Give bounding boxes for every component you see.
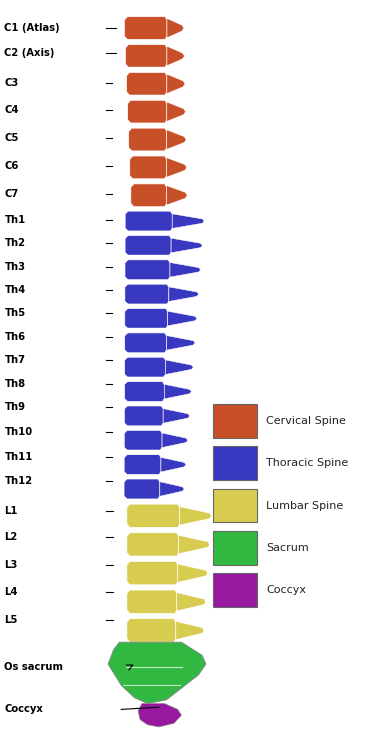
- Polygon shape: [166, 360, 194, 375]
- Polygon shape: [176, 621, 204, 640]
- Text: C6: C6: [5, 161, 19, 171]
- Text: Cervical Spine: Cervical Spine: [266, 416, 346, 426]
- Polygon shape: [162, 433, 188, 447]
- Text: Th3: Th3: [5, 261, 25, 272]
- Text: Coccyx: Coccyx: [5, 704, 43, 714]
- Polygon shape: [172, 214, 204, 228]
- Polygon shape: [125, 236, 171, 255]
- Polygon shape: [180, 507, 212, 525]
- FancyBboxPatch shape: [214, 489, 257, 523]
- Polygon shape: [171, 238, 203, 253]
- Polygon shape: [124, 406, 163, 426]
- Polygon shape: [161, 458, 186, 472]
- Polygon shape: [125, 333, 167, 353]
- Text: Th12: Th12: [5, 477, 33, 487]
- Text: Lumbar Spine: Lumbar Spine: [266, 501, 344, 510]
- Polygon shape: [124, 381, 164, 402]
- Polygon shape: [167, 46, 184, 66]
- Polygon shape: [127, 619, 176, 642]
- Polygon shape: [164, 384, 192, 399]
- Text: Th8: Th8: [5, 378, 26, 389]
- Polygon shape: [124, 479, 160, 499]
- FancyBboxPatch shape: [214, 404, 257, 438]
- Polygon shape: [125, 284, 169, 304]
- Polygon shape: [168, 311, 197, 326]
- Text: Th7: Th7: [5, 355, 25, 365]
- Text: Th4: Th4: [5, 285, 26, 295]
- Text: Th2: Th2: [5, 238, 25, 248]
- Polygon shape: [127, 533, 179, 556]
- Text: Th9: Th9: [5, 402, 25, 412]
- Polygon shape: [167, 130, 186, 149]
- Polygon shape: [167, 102, 186, 122]
- Polygon shape: [127, 72, 167, 95]
- Polygon shape: [130, 156, 167, 179]
- Polygon shape: [179, 535, 210, 553]
- Text: L3: L3: [5, 560, 18, 569]
- Polygon shape: [127, 561, 178, 585]
- Text: Th1: Th1: [5, 215, 26, 225]
- Polygon shape: [129, 128, 167, 151]
- Text: L5: L5: [5, 616, 18, 625]
- Text: Sacrum: Sacrum: [266, 543, 309, 553]
- Polygon shape: [125, 260, 170, 280]
- Polygon shape: [125, 308, 168, 329]
- Polygon shape: [124, 357, 166, 377]
- Polygon shape: [167, 185, 187, 205]
- Polygon shape: [138, 703, 181, 727]
- Text: L4: L4: [5, 588, 18, 597]
- Polygon shape: [170, 263, 201, 277]
- Text: Th6: Th6: [5, 332, 26, 342]
- Polygon shape: [177, 593, 206, 611]
- Polygon shape: [125, 211, 172, 231]
- Text: L1: L1: [5, 506, 18, 515]
- Polygon shape: [127, 504, 180, 528]
- Polygon shape: [167, 335, 195, 350]
- Polygon shape: [178, 564, 208, 583]
- Text: C1 (Atlas): C1 (Atlas): [5, 23, 60, 34]
- Polygon shape: [169, 287, 199, 302]
- Text: Thoracic Spine: Thoracic Spine: [266, 458, 349, 468]
- Text: Os sacrum: Os sacrum: [5, 662, 64, 672]
- Text: Coccyx: Coccyx: [266, 586, 306, 595]
- Polygon shape: [163, 408, 190, 423]
- Polygon shape: [160, 482, 184, 496]
- Text: C3: C3: [5, 78, 19, 88]
- Polygon shape: [167, 18, 184, 38]
- Polygon shape: [124, 455, 161, 474]
- Polygon shape: [124, 17, 167, 40]
- Text: C7: C7: [5, 189, 19, 198]
- Text: Th11: Th11: [5, 452, 33, 462]
- Text: Th5: Th5: [5, 308, 26, 318]
- FancyBboxPatch shape: [214, 447, 257, 480]
- Text: C5: C5: [5, 133, 19, 143]
- Polygon shape: [167, 74, 185, 94]
- Polygon shape: [131, 184, 167, 206]
- Text: C4: C4: [5, 105, 19, 115]
- Text: L2: L2: [5, 532, 18, 542]
- Text: C2 (Axis): C2 (Axis): [5, 48, 55, 59]
- Polygon shape: [128, 100, 167, 123]
- FancyBboxPatch shape: [214, 531, 257, 564]
- Polygon shape: [167, 157, 187, 177]
- Polygon shape: [127, 590, 177, 613]
- Polygon shape: [125, 45, 167, 67]
- Polygon shape: [108, 642, 206, 703]
- FancyBboxPatch shape: [214, 573, 257, 607]
- Polygon shape: [124, 430, 162, 450]
- Text: Th10: Th10: [5, 427, 33, 437]
